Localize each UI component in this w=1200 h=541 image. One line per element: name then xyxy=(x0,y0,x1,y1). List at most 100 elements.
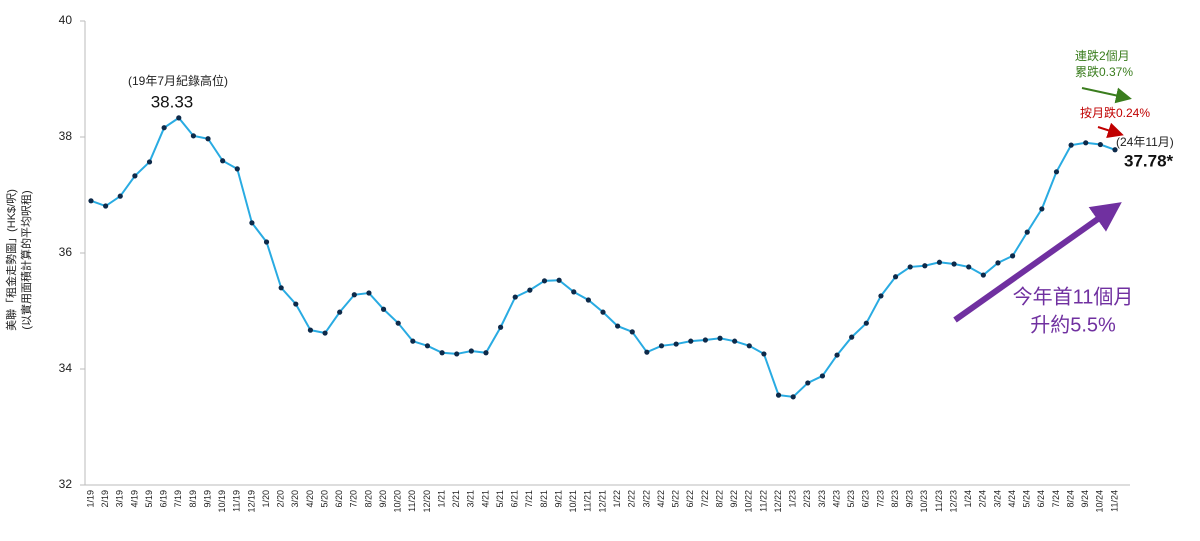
x-tick-label: 11/19 xyxy=(232,490,242,512)
marker xyxy=(337,309,343,315)
x-tick-label: 12/20 xyxy=(422,490,432,513)
x-tick-label: 2/21 xyxy=(451,490,461,508)
y-axis-label: (以實用面積計算的平均呎租) xyxy=(19,190,33,329)
y-tick-label: 36 xyxy=(59,245,73,259)
x-tick-label: 5/21 xyxy=(495,490,505,508)
x-tick-label: 6/22 xyxy=(685,490,695,508)
x-tick-label: 7/23 xyxy=(875,490,885,508)
marker xyxy=(454,351,460,357)
marker xyxy=(732,338,738,344)
marker xyxy=(658,343,665,349)
x-tick-label: 1/20 xyxy=(261,490,271,508)
x-tick-label: 2/22 xyxy=(627,490,637,508)
y-tick-label: 40 xyxy=(59,13,73,27)
marker xyxy=(132,173,138,179)
x-tick-label: 12/21 xyxy=(597,490,607,513)
marker xyxy=(1024,229,1030,235)
marker xyxy=(819,373,826,379)
marker xyxy=(205,136,211,142)
x-tick-label: 4/24 xyxy=(1007,490,1017,508)
x-tick-label: 12/22 xyxy=(773,490,783,513)
x-tick-label: 11/20 xyxy=(407,490,417,512)
marker xyxy=(790,394,796,400)
marker xyxy=(980,272,986,278)
marker xyxy=(263,239,270,245)
line xyxy=(90,116,1116,398)
marker xyxy=(117,193,123,199)
annotation: 升約5.5% xyxy=(1030,313,1116,336)
marker xyxy=(351,292,357,298)
annotation: 連跌2個月 xyxy=(1075,48,1130,63)
marker xyxy=(966,264,972,270)
x-tick-label: 9/20 xyxy=(378,490,388,508)
marker xyxy=(1112,147,1118,153)
y-tick-label: 34 xyxy=(59,361,73,375)
marker xyxy=(322,330,328,336)
x-tick-label: 9/21 xyxy=(553,490,563,508)
x-tick-label: 3/23 xyxy=(817,490,827,508)
marker xyxy=(468,348,474,354)
x-tick-label: 8/23 xyxy=(890,490,900,508)
x-tick-label: 11/24 xyxy=(1109,490,1119,512)
x-tick-label: 9/22 xyxy=(729,490,739,508)
marker xyxy=(761,351,767,357)
x-tick-label: 1/24 xyxy=(963,490,973,508)
marker xyxy=(380,306,387,312)
marker xyxy=(863,320,869,326)
x-tick-label: 10/21 xyxy=(568,490,578,513)
marker xyxy=(922,263,928,269)
annotation: 今年首11個月 xyxy=(1013,285,1134,308)
x-tick-label: 6/21 xyxy=(510,490,520,508)
marker xyxy=(307,327,314,333)
marker xyxy=(615,323,621,329)
x-tick-label: 10/19 xyxy=(217,490,227,513)
marker xyxy=(190,133,196,139)
marker xyxy=(1068,142,1074,148)
x-tick-label: 4/23 xyxy=(831,490,841,508)
x-tick-label: 3/20 xyxy=(290,490,300,508)
marker xyxy=(424,343,431,349)
x-tick-label: 12/19 xyxy=(246,490,256,513)
marker xyxy=(541,278,548,284)
x-tick-label: 3/22 xyxy=(641,490,651,508)
marker xyxy=(571,289,577,295)
marker xyxy=(103,203,109,209)
marker xyxy=(1010,253,1016,259)
marker xyxy=(849,334,855,340)
marker xyxy=(498,324,504,330)
marker xyxy=(293,301,299,307)
x-tick-label: 5/22 xyxy=(671,490,681,508)
x-tick-label: 2/20 xyxy=(276,490,286,508)
x-tick-label: 8/24 xyxy=(1065,490,1075,508)
x-tick-label: 3/21 xyxy=(466,490,476,508)
x-tick-label: 7/22 xyxy=(700,490,710,508)
x-tick-label: 1/19 xyxy=(85,490,95,508)
marker xyxy=(644,349,650,355)
marker xyxy=(775,392,782,398)
annotation: 累跌0.37% xyxy=(1075,64,1133,79)
x-tick-label: 1/21 xyxy=(436,490,446,508)
x-tick-label: 4/20 xyxy=(305,490,315,508)
x-tick-label: 3/24 xyxy=(992,490,1002,508)
x-tick-label: 1/23 xyxy=(788,490,798,508)
x-tick-label: 7/20 xyxy=(349,490,359,508)
x-tick-label: 8/22 xyxy=(714,490,724,508)
x-tick-label: 2/19 xyxy=(100,490,110,508)
x-tick-label: 4/19 xyxy=(129,490,139,508)
marker xyxy=(892,274,899,280)
marker xyxy=(688,338,694,344)
annotation: (19年7月紀錄高位) xyxy=(128,73,228,88)
x-tick-label: 7/21 xyxy=(524,490,534,508)
marker xyxy=(527,287,533,293)
annotation: 38.33 xyxy=(151,92,194,111)
arrow xyxy=(1081,87,1132,104)
x-tick-label: 7/24 xyxy=(1051,490,1061,508)
marker xyxy=(1053,169,1060,175)
marker xyxy=(176,115,182,121)
x-tick-label: 6/19 xyxy=(159,490,169,508)
marker xyxy=(673,341,679,347)
marker xyxy=(161,125,167,131)
marker xyxy=(936,259,943,265)
x-tick-label: 4/21 xyxy=(480,490,490,508)
